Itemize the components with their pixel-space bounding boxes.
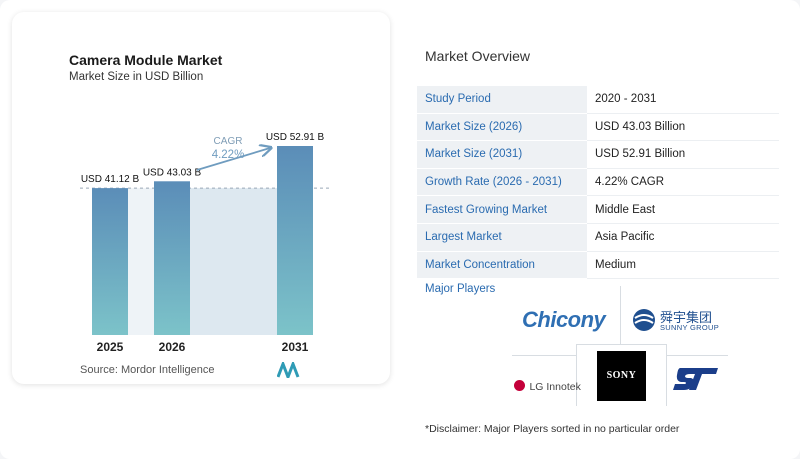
- data-label: USD 52.91 B: [266, 132, 325, 143]
- sunny-en-name: SUNNY GROUP: [660, 323, 720, 332]
- overview-value: 4.22% CAGR: [587, 168, 779, 197]
- growth-shade: [128, 188, 154, 335]
- x-tick-label: 2026: [159, 340, 186, 354]
- divider: [576, 344, 577, 406]
- divider: [666, 355, 728, 356]
- divider: [666, 344, 667, 406]
- overview-row: Market Concentration Medium: [417, 251, 779, 280]
- overview-value: USD 52.91 Billion: [587, 140, 779, 169]
- overview-value: Middle East: [587, 195, 779, 224]
- chart-source: Source: Mordor Intelligence: [80, 364, 215, 376]
- growth-shade: [190, 188, 277, 335]
- cagr-label: CAGR: [214, 136, 243, 147]
- bar: [277, 146, 313, 335]
- overview-title: Market Overview: [425, 48, 531, 64]
- overview-key: Study Period: [417, 86, 587, 114]
- divider: [620, 286, 621, 344]
- overview-row: Growth Rate (2026 - 2031) 4.22% CAGR: [417, 168, 779, 197]
- sony-logo: SONY: [597, 351, 646, 401]
- overview-key: Market Size (2026): [417, 113, 587, 142]
- lg-circle-icon: [514, 380, 525, 391]
- divider: [512, 355, 576, 356]
- overview-key: Largest Market: [417, 223, 587, 252]
- overview-value: Asia Pacific: [587, 223, 779, 252]
- cagr-arrow: [196, 148, 270, 171]
- x-tick-label: 2031: [282, 340, 309, 354]
- overview-row: Largest Market Asia Pacific: [417, 223, 779, 252]
- overview-table: Study Period 2020 - 2031 Market Size (2026…: [417, 86, 779, 280]
- overview-value: Medium: [587, 251, 779, 280]
- overview-row: Study Period 2020 - 2031: [417, 86, 779, 114]
- overview-row: Market Size (2031) USD 52.91 Billion: [417, 140, 779, 169]
- chicony-logo: Chicony: [522, 307, 606, 332]
- x-tick-label: 2025: [97, 340, 124, 354]
- overview-key: Market Concentration: [417, 251, 587, 280]
- chart-title: Camera Module Market: [69, 52, 223, 68]
- mordor-logo-icon: [277, 362, 300, 378]
- overview-row: Market Size (2026) USD 43.03 Billion: [417, 113, 779, 142]
- st-logo-icon: [673, 368, 718, 390]
- overview-value: USD 43.03 Billion: [587, 113, 779, 142]
- lg-innotek-logo: LG Innotek: [514, 377, 581, 395]
- sunny-group-icon: [633, 309, 655, 331]
- stmicro-logo: [672, 366, 720, 397]
- chart-subtitle: Market Size in USD Billion: [69, 71, 204, 83]
- disclaimer: *Disclaimer: Major Players sorted in no …: [425, 423, 680, 435]
- overview-key: Growth Rate (2026 - 2031): [417, 168, 587, 197]
- data-label: USD 43.03 B: [143, 167, 202, 178]
- divider: [576, 344, 666, 345]
- data-label: USD 41.12 B: [81, 174, 140, 185]
- bar-chart: USD 41.12 B 2025 USD 43.03 B 2026 USD 52.91 …: [80, 132, 330, 354]
- overview-key: Fastest Growing Market: [417, 195, 587, 224]
- bar: [92, 188, 128, 335]
- bar: [154, 181, 190, 335]
- overview-row: Fastest Growing Market Middle East: [417, 195, 779, 224]
- cagr-value: 4.22%: [212, 149, 245, 161]
- players-title: Major Players: [425, 283, 496, 295]
- overview-value: 2020 - 2031: [587, 86, 779, 114]
- overview-key: Market Size (2031): [417, 140, 587, 169]
- sunny-cn-name: 舜宇集团: [660, 310, 713, 325]
